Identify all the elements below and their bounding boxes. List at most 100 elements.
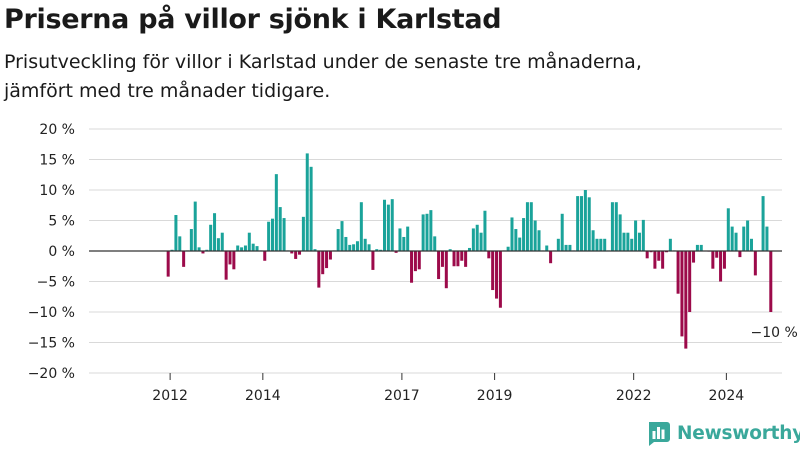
bar bbox=[309, 166, 313, 251]
bar bbox=[228, 251, 232, 265]
bar bbox=[413, 251, 417, 272]
bar bbox=[429, 210, 433, 251]
bar bbox=[383, 199, 387, 251]
grid-lines bbox=[89, 128, 782, 374]
bar bbox=[618, 214, 622, 251]
bar bbox=[742, 226, 746, 251]
bar bbox=[475, 224, 479, 251]
bar bbox=[622, 232, 626, 251]
bar bbox=[328, 251, 332, 260]
bar bbox=[491, 251, 495, 291]
bar bbox=[506, 246, 510, 251]
bar bbox=[317, 251, 321, 288]
bar bbox=[749, 238, 753, 251]
chart-title: Priserna på villor sjönk i Karlstad bbox=[4, 4, 502, 35]
bar bbox=[668, 238, 672, 251]
bar bbox=[471, 228, 475, 251]
bar bbox=[270, 218, 274, 251]
bar bbox=[533, 220, 537, 251]
bar bbox=[576, 196, 580, 251]
x-tick-label: 2014 bbox=[245, 388, 281, 404]
x-tick-label: 2019 bbox=[477, 388, 513, 404]
bar bbox=[294, 251, 298, 259]
bar bbox=[355, 241, 359, 251]
y-axis-ticks: 20 % 15 % 10 % 5 % 0 % −5 % −10 % −15 % −20 % bbox=[28, 122, 75, 382]
bar bbox=[406, 226, 410, 251]
bar bbox=[452, 251, 456, 267]
bar bbox=[359, 202, 363, 251]
bar bbox=[587, 197, 591, 251]
bar bbox=[676, 251, 680, 294]
bar bbox=[375, 249, 379, 251]
newsworthy-logo: Newsworthy bbox=[645, 420, 800, 446]
bar bbox=[243, 245, 247, 251]
bar bbox=[216, 238, 220, 251]
y-tick-label: 0 % bbox=[48, 244, 75, 260]
bar-chart-icon bbox=[649, 422, 670, 446]
bar bbox=[715, 251, 719, 258]
y-tick-label: 20 % bbox=[39, 122, 75, 138]
bar bbox=[425, 213, 429, 251]
bar bbox=[761, 196, 765, 251]
bar bbox=[336, 229, 340, 251]
x-tick-label: 2012 bbox=[152, 388, 188, 404]
bar bbox=[595, 238, 599, 251]
bar bbox=[421, 214, 425, 251]
bar bbox=[657, 251, 661, 261]
bar bbox=[591, 230, 595, 251]
bar bbox=[614, 202, 618, 251]
bar bbox=[232, 251, 236, 270]
bar bbox=[344, 236, 348, 251]
bar bbox=[583, 190, 587, 251]
bar bbox=[738, 251, 742, 258]
bar bbox=[448, 249, 452, 251]
bar bbox=[313, 249, 317, 251]
bar bbox=[495, 251, 499, 299]
bar bbox=[398, 228, 402, 251]
y-tick-label: 10 % bbox=[39, 183, 75, 199]
bar bbox=[514, 229, 518, 251]
bar bbox=[274, 174, 278, 251]
bar bbox=[479, 232, 483, 251]
bar bbox=[661, 251, 665, 269]
x-tick-label: 2022 bbox=[616, 388, 652, 404]
bar bbox=[688, 251, 692, 312]
bar bbox=[386, 204, 390, 251]
bar bbox=[305, 153, 309, 251]
bar bbox=[255, 246, 259, 251]
bar bbox=[726, 208, 730, 251]
bar bbox=[193, 201, 197, 251]
bar bbox=[444, 251, 448, 289]
bar bbox=[711, 251, 715, 269]
bar bbox=[518, 237, 522, 251]
bar bbox=[178, 236, 182, 251]
bar bbox=[653, 251, 657, 269]
subtitle-line-1: Prisutveckling för villor i Karlstad und… bbox=[4, 51, 642, 73]
bar bbox=[498, 251, 502, 308]
bar bbox=[692, 251, 696, 263]
bar bbox=[599, 238, 603, 251]
bar bbox=[290, 251, 294, 254]
bar bbox=[437, 251, 441, 280]
bar bbox=[363, 238, 367, 251]
bar bbox=[626, 232, 630, 251]
bar bbox=[371, 251, 375, 270]
bar bbox=[278, 207, 282, 251]
bar bbox=[734, 232, 738, 251]
bar bbox=[645, 251, 649, 259]
subtitle-line-2: jämfört med tre månader tidigare. bbox=[4, 80, 331, 102]
bar bbox=[556, 238, 560, 251]
bar bbox=[440, 251, 444, 267]
bar bbox=[201, 251, 205, 254]
bar bbox=[529, 202, 533, 251]
x-tick-label: 2024 bbox=[709, 388, 745, 404]
bar bbox=[197, 247, 201, 251]
bar bbox=[460, 251, 464, 261]
bar bbox=[549, 251, 553, 264]
bar bbox=[464, 251, 468, 267]
bar bbox=[610, 202, 614, 251]
bar bbox=[247, 232, 251, 251]
bar bbox=[213, 213, 217, 251]
y-tick-label: −10 % bbox=[28, 305, 75, 321]
